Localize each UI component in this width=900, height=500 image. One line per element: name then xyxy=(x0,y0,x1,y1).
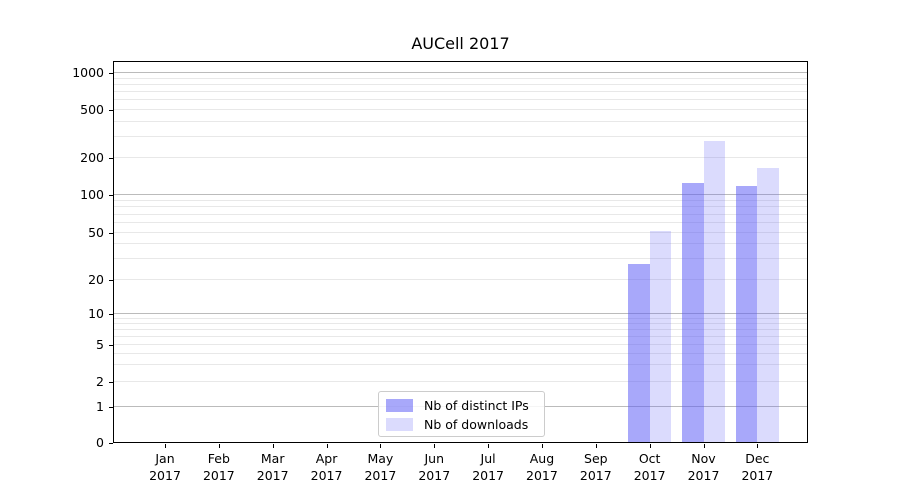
x-tick-mark xyxy=(595,444,597,448)
gridline-minor xyxy=(114,380,807,382)
x-tick-mark xyxy=(165,444,166,448)
y-tick-mark xyxy=(109,443,113,444)
y-tick-mark xyxy=(109,158,113,159)
gridline-minor xyxy=(114,335,807,337)
bar-distinct-ips xyxy=(735,185,758,442)
gridline-major xyxy=(114,194,807,196)
legend-item-distinct-ips: Nb of distinct IPs xyxy=(386,396,544,415)
legend-swatch-downloads xyxy=(386,418,413,431)
x-tick-label: Oct 2017 xyxy=(633,451,666,483)
y-tick-label: 5 xyxy=(96,337,104,352)
y-tick-mark xyxy=(109,110,113,111)
bar-downloads xyxy=(757,168,779,442)
x-tick-label: Mar 2017 xyxy=(256,451,289,483)
y-tick-label: 500 xyxy=(80,102,104,117)
x-tick-label: Aug 2017 xyxy=(526,451,558,483)
y-tick-label: 200 xyxy=(80,150,104,165)
x-tick-mark xyxy=(757,444,759,448)
gridline-minor xyxy=(114,328,807,330)
x-tick-label: Jan 2017 xyxy=(149,451,181,483)
x-tick-mark xyxy=(541,444,543,448)
x-tick-label: Jul 2017 xyxy=(472,451,504,483)
gridline-minor xyxy=(114,109,807,110)
bar-downloads xyxy=(649,230,672,442)
gridline-minor xyxy=(114,364,807,366)
x-tick-label: Dec 2017 xyxy=(741,451,774,483)
gridline-major xyxy=(114,72,807,73)
gridline-minor xyxy=(114,344,807,345)
legend-label-downloads: Nb of downloads xyxy=(424,417,529,432)
gridline-minor xyxy=(114,213,807,215)
gridline-minor xyxy=(114,352,807,354)
y-tick-label: 1 xyxy=(96,399,104,414)
chart-title: AUCell 2017 xyxy=(411,34,510,53)
y-tick-label: 1000 xyxy=(72,65,104,80)
gridline-minor xyxy=(114,258,807,260)
bar-distinct-ips xyxy=(628,263,650,442)
y-tick-mark xyxy=(109,381,113,383)
y-tick-mark xyxy=(109,195,113,197)
gridline-minor xyxy=(114,322,807,324)
y-tick-label: 20 xyxy=(88,272,104,287)
x-tick-mark xyxy=(326,444,328,448)
plot-area xyxy=(113,61,808,443)
x-tick-label: Jun 2017 xyxy=(418,451,451,483)
legend-label-distinct-ips: Nb of distinct IPs xyxy=(424,398,529,413)
x-tick-label: Feb 2017 xyxy=(202,451,235,483)
x-tick-label: Apr 2017 xyxy=(310,451,343,483)
gridline-minor xyxy=(114,200,807,202)
y-tick-label: 2 xyxy=(96,373,104,389)
x-tick-label: Nov 2017 xyxy=(687,451,720,483)
gridline-major xyxy=(114,313,807,314)
gridline-minor xyxy=(114,317,807,319)
gridline-minor xyxy=(114,77,807,79)
legend-swatch-distinct-ips xyxy=(386,399,413,412)
x-tick-mark xyxy=(218,444,220,448)
x-tick-mark xyxy=(380,444,382,448)
y-tick-mark xyxy=(109,73,113,74)
y-tick-mark xyxy=(109,314,113,315)
x-tick-mark xyxy=(649,444,651,448)
y-tick-mark xyxy=(109,407,113,408)
x-tick-mark xyxy=(272,444,274,448)
gridline-minor xyxy=(114,83,807,85)
legend-item-downloads: Nb of downloads xyxy=(386,415,544,434)
gridline-minor xyxy=(114,120,807,122)
x-tick-mark xyxy=(703,444,705,448)
bar-distinct-ips xyxy=(682,183,704,442)
y-tick-mark xyxy=(109,280,113,281)
gridline-minor xyxy=(114,222,807,224)
x-tick-mark xyxy=(434,444,436,448)
bar-downloads xyxy=(703,141,725,442)
gridline-minor xyxy=(114,243,807,245)
y-tick-label: 0 xyxy=(96,435,104,450)
gridline-minor xyxy=(114,206,807,208)
gridline-minor xyxy=(114,91,807,93)
y-tick-label: 10 xyxy=(88,306,104,321)
y-tick-label: 100 xyxy=(80,187,104,203)
gridline-minor xyxy=(114,135,807,137)
gridline-minor xyxy=(114,232,807,233)
gridline-minor xyxy=(114,99,807,101)
x-tick-label: Sep 2017 xyxy=(579,451,612,483)
y-tick-mark xyxy=(109,233,113,234)
y-tick-label: 50 xyxy=(88,225,104,240)
legend: Nb of distinct IPs Nb of downloads xyxy=(378,391,545,437)
gridline-minor xyxy=(114,157,807,158)
x-tick-label: May 2017 xyxy=(364,451,397,483)
gridline-minor xyxy=(114,279,807,280)
x-tick-mark xyxy=(488,444,490,448)
y-tick-mark xyxy=(109,345,113,346)
